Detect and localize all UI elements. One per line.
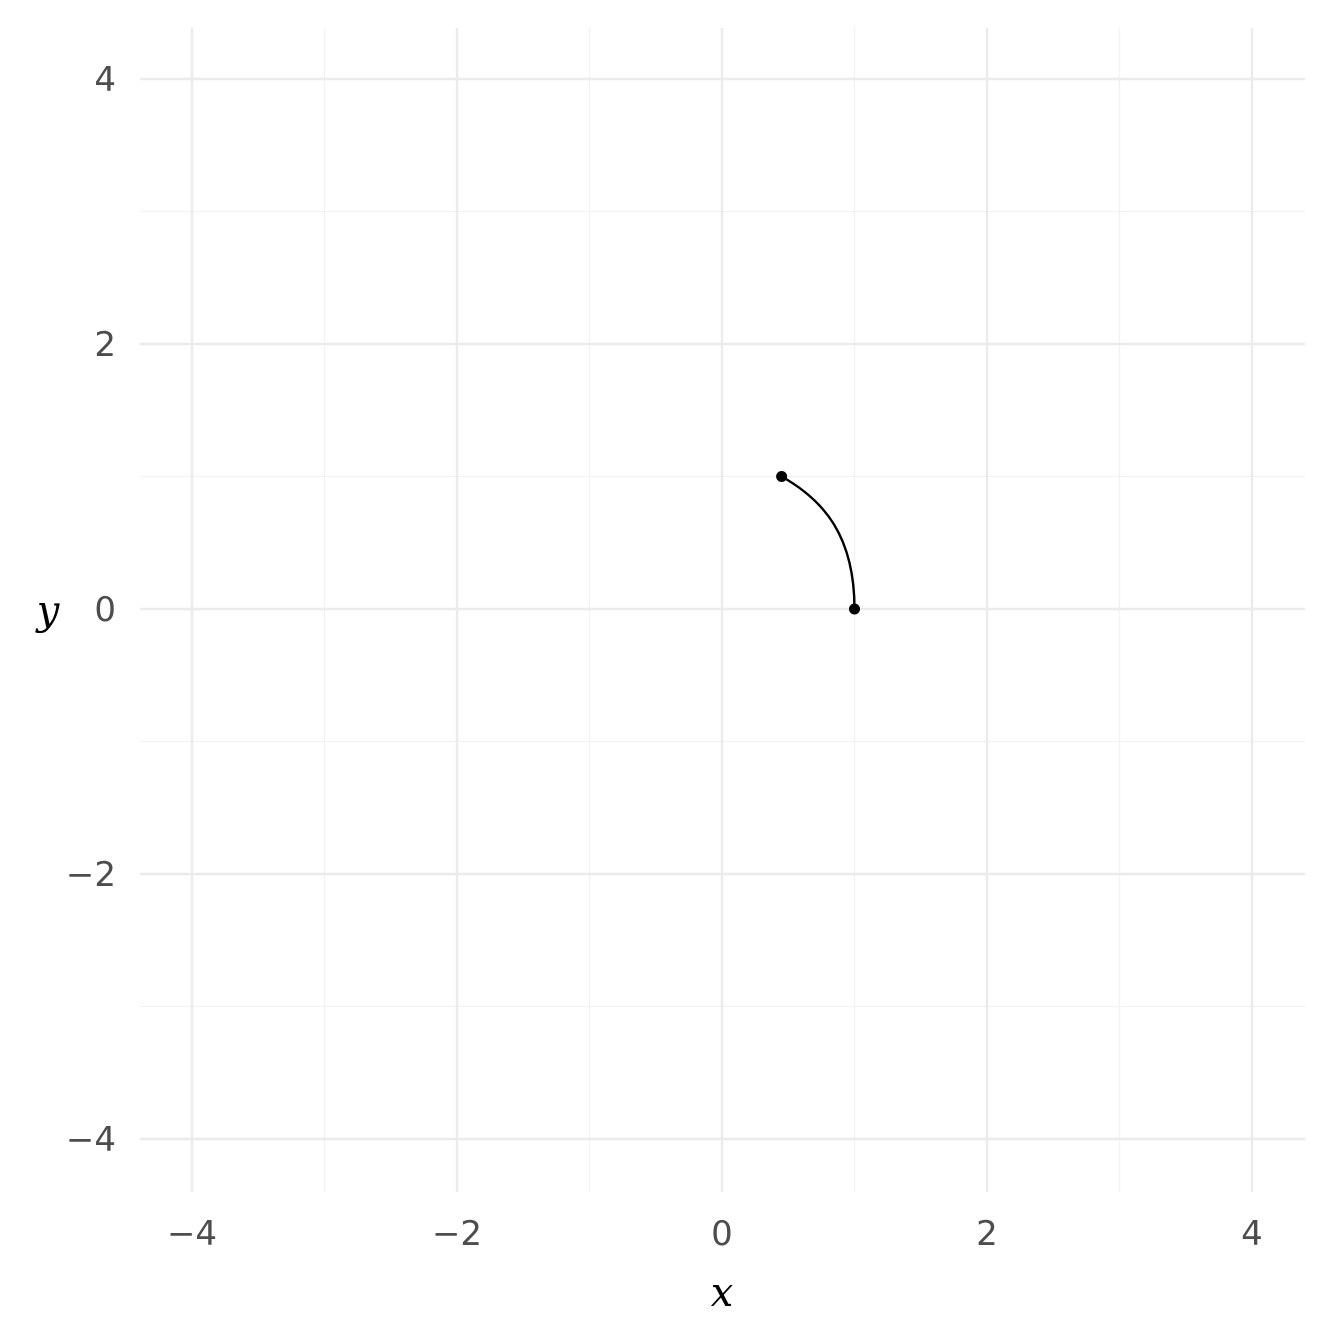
x-axis-ticks: −4 −2 0 2 4	[167, 1214, 1263, 1254]
y-tick-label: 4	[94, 60, 116, 100]
x-tick-label: −2	[432, 1214, 482, 1254]
y-axis-title: y	[35, 588, 61, 634]
y-axis-ticks: −4 −2 0 2 4	[66, 60, 116, 1160]
plot-series	[776, 471, 860, 615]
y-tick-label: 0	[94, 590, 116, 630]
y-tick-label: −4	[66, 1120, 116, 1160]
x-tick-label: 0	[711, 1214, 733, 1254]
y-tick-label: −2	[66, 855, 116, 895]
data-point	[849, 603, 860, 615]
x-tick-label: 2	[976, 1214, 998, 1254]
x-tick-label: −4	[167, 1214, 217, 1254]
x-axis-title: x	[711, 1270, 734, 1316]
x-tick-label: 4	[1241, 1214, 1263, 1254]
arc-line	[781, 475, 856, 610]
y-tick-label: 2	[94, 325, 116, 365]
data-point	[776, 471, 788, 482]
major-gridlines	[140, 28, 1305, 1192]
